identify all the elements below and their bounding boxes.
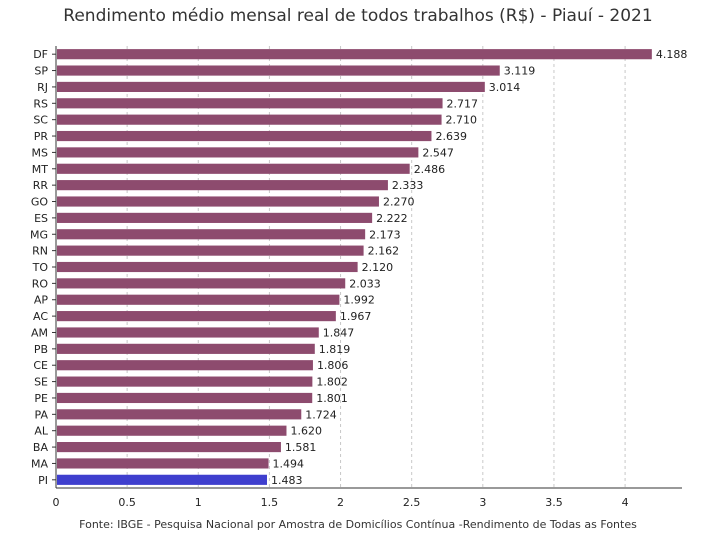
bar-ap [57, 294, 340, 305]
bar-rn [57, 245, 364, 256]
bar-ce [57, 360, 313, 371]
x-tick-label: 2.5 [403, 496, 421, 509]
x-tick-label: 2 [337, 496, 344, 509]
value-label: 1.581 [285, 441, 317, 454]
category-label: AC [33, 310, 48, 323]
bar-rj [57, 81, 485, 93]
value-label: 1.802 [316, 376, 348, 389]
category-label: ES [34, 212, 48, 225]
bar-sp [57, 65, 500, 76]
value-label: 1.806 [317, 359, 349, 372]
value-label: 1.801 [316, 392, 348, 405]
bar-df [57, 49, 652, 60]
category-label: MT [32, 163, 48, 176]
category-label: RO [32, 277, 49, 290]
value-label: 1.483 [271, 474, 303, 487]
x-tick-label: 3.5 [545, 496, 563, 509]
bar-ma [57, 458, 269, 469]
category-label: RR [33, 179, 49, 192]
category-label: DF [33, 48, 48, 61]
bar-mg [57, 229, 366, 240]
category-label: RJ [37, 81, 48, 94]
category-label: RN [32, 245, 48, 258]
bar-ac [57, 311, 336, 322]
value-label: 4.188 [656, 48, 688, 61]
x-tick-label: 0.5 [118, 496, 136, 509]
bar-ro [57, 278, 346, 289]
category-label: PA [35, 408, 49, 421]
x-tick-label: 1 [195, 496, 202, 509]
category-label: PB [34, 343, 48, 356]
category-label: AM [31, 326, 48, 339]
value-label: 2.222 [376, 212, 408, 225]
value-label: 2.710 [446, 114, 478, 127]
category-label: MS [32, 146, 48, 159]
value-label: 1.620 [290, 425, 322, 438]
value-label: 3.014 [489, 81, 521, 94]
bar-se [57, 376, 313, 387]
x-tick-label: 3 [479, 496, 486, 509]
value-label: 2.173 [369, 228, 401, 241]
value-label: 1.967 [340, 310, 372, 323]
category-label: MA [31, 457, 48, 470]
value-label: 2.486 [414, 163, 446, 176]
x-tick-label: 1.5 [261, 496, 279, 509]
category-label: RS [33, 97, 48, 110]
category-label: SE [34, 376, 48, 389]
category-label: CE [33, 359, 48, 372]
value-label: 2.639 [435, 130, 467, 143]
bar-sc [57, 114, 442, 125]
bar-pb [57, 343, 315, 354]
category-label: SC [33, 114, 48, 127]
bar-mt [57, 163, 410, 174]
bar-ms [57, 147, 419, 158]
bar-rr [57, 180, 388, 191]
category-label: PR [34, 130, 49, 143]
chart-source: Fonte: IBGE - Pesquisa Nacional por Amos… [79, 518, 637, 531]
category-label: TO [32, 261, 49, 274]
x-tick-label: 4 [622, 496, 629, 509]
axis-layer: 0 0.5 1 1.5 2 2.5 3 3.5 4 DF SP RJ RS SC PR MS MT RR GO ES M… [30, 46, 682, 509]
bar-pe [57, 392, 313, 404]
value-label: 1.847 [323, 326, 355, 339]
category-label: BA [33, 441, 49, 454]
value-label: 1.724 [305, 408, 337, 421]
category-label: PI [38, 474, 48, 487]
bar-go [57, 196, 379, 207]
bar-to [57, 261, 358, 273]
bar-ba [57, 441, 281, 453]
value-label: 1.819 [319, 343, 351, 356]
value-label: 2.270 [383, 196, 415, 209]
bar-layer: 4.188 3.119 3.014 2.717 2.710 2.639 2.547 2.486… [57, 48, 687, 487]
value-label: 2.033 [349, 277, 381, 290]
value-label: 2.162 [368, 245, 400, 258]
bar-am [57, 327, 319, 338]
chart-title: Rendimento médio mensal real de todos tr… [63, 6, 653, 26]
value-label: 2.547 [422, 146, 454, 159]
bar-pi [57, 474, 267, 485]
category-label: MG [30, 228, 48, 241]
value-label: 3.119 [504, 65, 536, 78]
category-label: PE [34, 392, 48, 405]
category-label: GO [31, 196, 49, 209]
category-label: AP [34, 294, 49, 307]
category-label: AL [34, 425, 49, 438]
value-label: 2.120 [362, 261, 394, 274]
value-label: 2.333 [392, 179, 424, 192]
bar-al [57, 425, 287, 436]
bar-rs [57, 98, 443, 109]
value-label: 2.717 [447, 97, 479, 110]
bar-pa [57, 409, 302, 420]
value-label: 1.494 [273, 457, 305, 470]
category-label: SP [34, 65, 48, 78]
bar-pr [57, 130, 432, 142]
bar-es [57, 212, 373, 223]
value-label: 1.992 [343, 294, 375, 307]
x-tick-label: 0 [53, 496, 60, 509]
